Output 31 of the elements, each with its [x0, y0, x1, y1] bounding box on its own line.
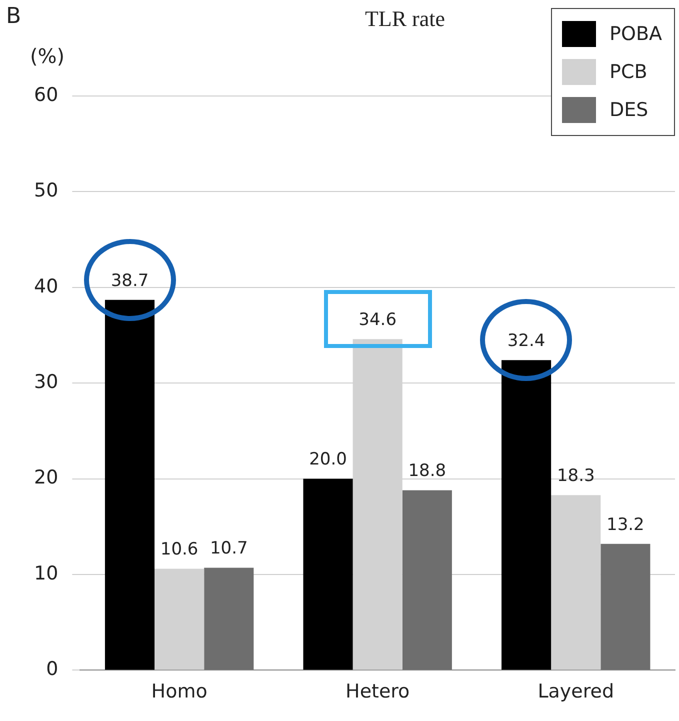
- data-label: 18.8: [408, 461, 446, 482]
- x-tick-label: Hetero: [346, 680, 410, 703]
- x-tick-label: Homo: [151, 680, 208, 703]
- data-label: 34.6: [358, 310, 397, 330]
- chart-title: TLR rate: [364, 6, 446, 32]
- y-tick-label: 0: [46, 658, 58, 680]
- bar: [154, 568, 204, 670]
- data-label: 18.3: [556, 466, 595, 486]
- y-tick-label: 10: [34, 562, 58, 584]
- y-tick-label: 60: [34, 84, 58, 106]
- y-tick-label: 30: [34, 371, 58, 394]
- legend-label: PCB: [610, 61, 648, 83]
- bar: [204, 568, 254, 670]
- y-tick-label: 20: [34, 466, 58, 489]
- bar: [303, 478, 353, 670]
- bar: [551, 495, 601, 670]
- data-label: 13.2: [606, 514, 644, 535]
- legend-label: DES: [610, 99, 648, 121]
- bar: [402, 490, 452, 670]
- data-label: 38.7: [110, 270, 149, 291]
- y-axis-title: (%): [30, 44, 65, 68]
- data-label: 32.4: [507, 331, 546, 352]
- bar: [600, 544, 650, 670]
- y-tick-label: 40: [34, 275, 58, 298]
- legend-label: POBA: [610, 23, 662, 45]
- data-label: 10.6: [160, 540, 198, 560]
- text: B: [6, 4, 22, 29]
- x-tick-label: Layered: [538, 680, 614, 703]
- data-label: 10.7: [210, 538, 248, 559]
- data-label: 20.0: [309, 450, 347, 470]
- y-tick-label: 50: [34, 180, 58, 202]
